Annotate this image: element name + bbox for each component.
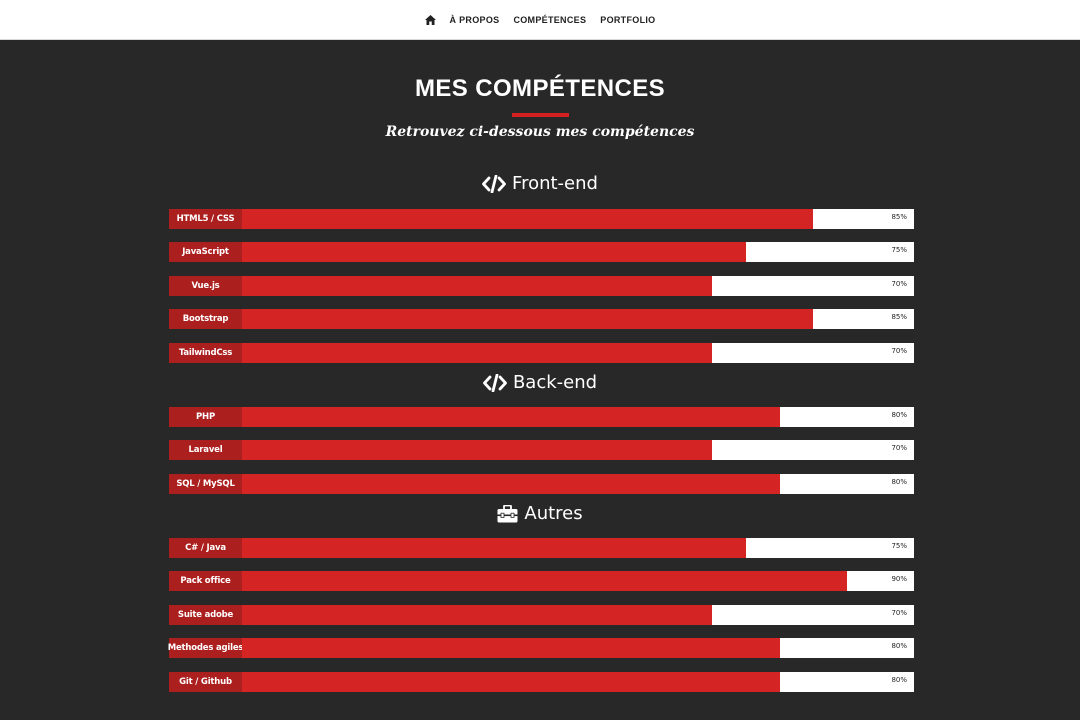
- skill-track: 75%: [242, 242, 914, 262]
- skill-track: 80%: [242, 407, 914, 427]
- skill-bar-bootstrap: Bootstrap 85%: [169, 309, 914, 329]
- skill-fill: [242, 605, 713, 625]
- group-heading-back-end: Back-end: [0, 372, 1080, 393]
- skill-fill: [242, 440, 713, 460]
- skill-track: 70%: [242, 343, 914, 363]
- skill-fill: [242, 343, 713, 363]
- skill-bar-html5-css: HTML5 / CSS 85%: [169, 209, 914, 229]
- toolbox-icon: [497, 504, 518, 522]
- nav-link-skills[interactable]: COMPÉTENCES: [513, 14, 587, 25]
- skill-percent: 70%: [891, 609, 907, 617]
- skill-fill: [242, 571, 847, 591]
- skill-percent: 80%: [891, 411, 907, 419]
- skill-bar-csharp-java: C# / Java 75%: [169, 538, 914, 558]
- nav-link-portfolio[interactable]: PORTFOLIO: [600, 14, 656, 25]
- skill-label: C# / Java: [169, 538, 242, 558]
- skill-percent: 90%: [891, 575, 907, 583]
- group-heading-front-end: Front-end: [0, 173, 1080, 194]
- skill-fill: [242, 672, 780, 692]
- skill-percent: 70%: [891, 280, 907, 288]
- skill-track: 85%: [242, 209, 914, 229]
- skill-label: Bootstrap: [169, 309, 242, 329]
- skill-label: Laravel: [169, 440, 242, 460]
- title-underline: [512, 113, 569, 117]
- nav-link-about[interactable]: À PROPOS: [449, 14, 500, 25]
- skill-bar-git-github: Git / Github 80%: [169, 672, 914, 692]
- skill-track: 85%: [242, 309, 914, 329]
- skill-track: 70%: [242, 276, 914, 296]
- home-icon[interactable]: [425, 14, 437, 26]
- skill-track: 90%: [242, 571, 914, 591]
- skill-percent: 85%: [891, 313, 907, 321]
- skill-fill: [242, 242, 746, 262]
- skill-percent: 80%: [891, 478, 907, 486]
- skill-label: SQL / MySQL: [169, 474, 242, 494]
- skill-bar-php: PHP 80%: [169, 407, 914, 427]
- section-subtitle: Retrouvez ci-dessous mes compétences: [385, 124, 695, 140]
- skill-bar-tailwindcss: TailwindCss 70%: [169, 343, 914, 363]
- skill-label: HTML5 / CSS: [169, 209, 242, 229]
- skill-percent: 80%: [891, 642, 907, 650]
- skill-label: Methodes agiles: [168, 638, 243, 658]
- skill-bar-sql-mysql: SQL / MySQL 80%: [169, 474, 914, 494]
- skill-percent: 70%: [891, 347, 907, 355]
- group-heading-label: Autres: [524, 503, 583, 524]
- skill-label: Git / Github: [169, 672, 242, 692]
- section-title: MES COMPÉTENCES: [414, 75, 666, 102]
- skill-bar-pack-office: Pack office 90%: [169, 571, 914, 591]
- skill-bar-suite-adobe: Suite adobe 70%: [169, 605, 914, 625]
- skill-percent: 85%: [891, 213, 907, 221]
- skill-fill: [242, 209, 814, 229]
- skill-track: 80%: [242, 638, 914, 658]
- skill-track: 70%: [242, 605, 914, 625]
- skill-percent: 75%: [891, 542, 907, 550]
- skill-track: 80%: [242, 672, 914, 692]
- skill-fill: [242, 538, 746, 558]
- skill-track: 80%: [242, 474, 914, 494]
- skill-bar-methodes-agiles: Methodes agiles 80%: [168, 638, 914, 658]
- skill-bar-javascript: JavaScript 75%: [169, 242, 914, 262]
- skill-label: JavaScript: [169, 242, 242, 262]
- skill-fill: [242, 309, 814, 329]
- code-icon: [483, 373, 507, 392]
- skill-label: TailwindCss: [169, 343, 242, 363]
- skill-bar-vuejs: Vue.js 70%: [169, 276, 914, 296]
- skill-label: Pack office: [169, 571, 242, 591]
- skill-fill: [242, 638, 780, 658]
- code-icon: [482, 174, 506, 193]
- skill-fill: [242, 276, 713, 296]
- skill-percent: 75%: [891, 246, 907, 254]
- skill-fill: [242, 474, 780, 494]
- nav-list: À PROPOS COMPÉTENCES PORTFOLIO: [425, 0, 656, 39]
- skill-bar-laravel: Laravel 70%: [169, 440, 914, 460]
- skill-fill: [242, 407, 780, 427]
- group-heading-label: Front-end: [512, 173, 598, 194]
- skill-track: 75%: [242, 538, 914, 558]
- group-heading-label: Back-end: [512, 372, 598, 393]
- skill-percent: 80%: [891, 676, 907, 684]
- skill-label: Vue.js: [169, 276, 242, 296]
- skill-label: Suite adobe: [169, 605, 242, 625]
- top-navbar: À PROPOS COMPÉTENCES PORTFOLIO: [0, 0, 1080, 40]
- group-heading-autres: Autres: [0, 503, 1080, 524]
- skill-percent: 70%: [891, 444, 907, 452]
- skill-label: PHP: [169, 407, 242, 427]
- skill-track: 70%: [242, 440, 914, 460]
